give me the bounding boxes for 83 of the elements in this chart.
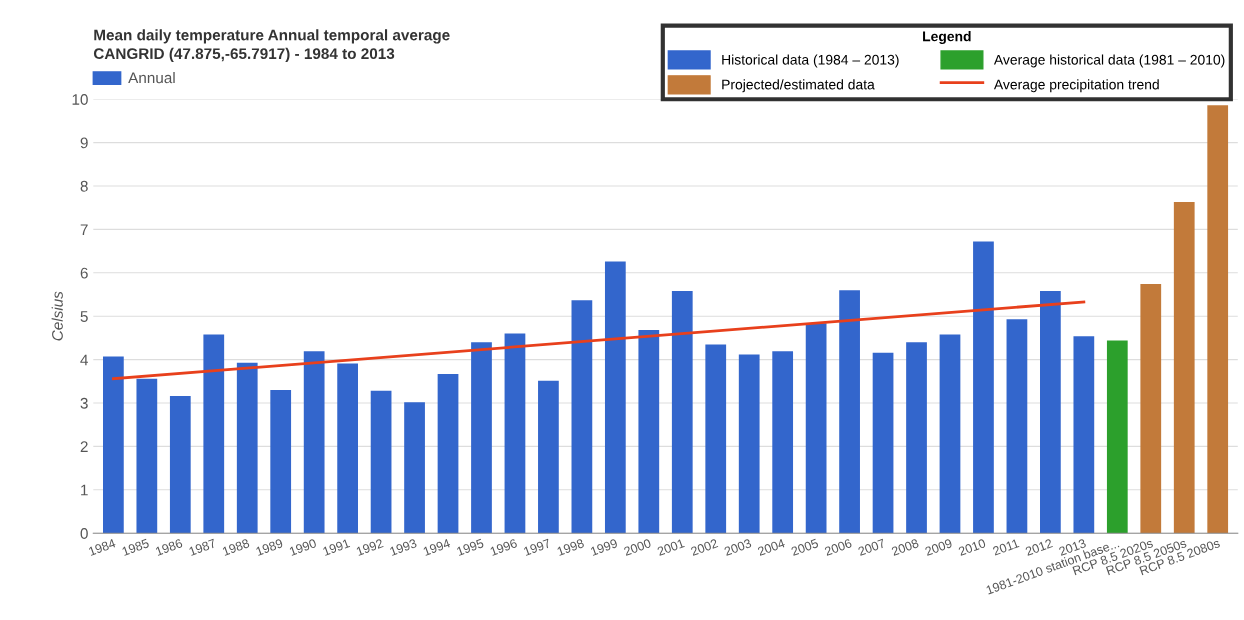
bar [236,362,258,534]
bar [1140,284,1162,534]
legend-label: Average historical data (1981 – 2010) [993,54,1225,68]
bar [404,402,425,534]
bar [169,396,191,534]
x-tick-label: 1999 [590,538,618,556]
x-tick-label: 1996 [489,538,518,556]
bar [538,380,559,534]
x-tick-label: 2012 [1024,538,1053,556]
bar [738,354,760,534]
bar [705,344,727,534]
bar [872,352,894,534]
x-tick-label: 2009 [924,538,953,556]
x-tick-label: 2006 [824,538,853,556]
y-tick-label: 4 [80,354,88,366]
x-tick-label: 1995 [456,538,485,556]
chart-title: Mean daily temperature Annual temporal average [94,29,450,44]
x-tick-label: 1993 [389,538,418,556]
y-tick-label: 9 [80,137,88,149]
y-tick-label: 3 [80,397,88,409]
bar [1106,340,1128,534]
bar [303,351,325,534]
bar [839,290,860,534]
x-tick-label: 1991 [322,538,351,556]
legend-label: Projected/estimated data [722,79,875,93]
y-axis-title: Celsius [51,291,63,341]
chart-subtitle: CANGRID (47.875,-65.7917) - 1984 to 2013 [93,47,395,63]
x-tick-label: 1990 [289,538,317,556]
bar [337,363,358,534]
x-tick-label: 2002 [690,538,719,556]
x-tick-label: 2007 [857,538,886,556]
bar [1173,202,1195,534]
x-tick-label: 1997 [523,538,551,556]
bar [772,351,794,534]
x-tick-label: 1984 [88,538,117,556]
bar [638,330,660,534]
x-tick-label: 2010 [958,538,987,556]
x-tick-label: 2003 [723,538,752,556]
x-tick-label: 2004 [757,538,786,556]
bar [1073,336,1095,534]
x-tick-label: 2001 [656,538,685,556]
bar [203,334,225,534]
legend-label: Average precipitation trend [993,79,1159,93]
text: Annual [128,72,175,84]
y-tick-label: 6 [80,267,88,279]
bar [136,378,158,534]
y-tick-label: 2 [80,441,88,452]
x-tick-label: 1998 [556,538,585,556]
bar [103,356,124,534]
y-tick-label: 8 [80,180,88,192]
legend-label: Historical data (1984 – 2013) [722,54,899,68]
bar [270,389,292,534]
legend-title: Legend [923,31,971,45]
bar [370,390,392,534]
y-tick-label: 1 [81,484,88,496]
bar [604,261,626,534]
x-tick-label: 2008 [891,538,920,556]
x-tick-label: 2011 [992,538,1020,556]
x-tick-label: 1987 [188,538,217,556]
x-tick-label: 1992 [355,538,384,556]
x-tick-label: 1994 [422,538,451,556]
y-tick-label: 10 [72,94,88,105]
bar [571,300,593,534]
bar [805,323,827,534]
bar [906,342,927,534]
x-tick-label: 2005 [790,538,819,556]
x-tick-label: 2000 [623,538,652,556]
bar [471,342,492,534]
x-tick-label: 1986 [155,538,183,556]
y-tick-label: 5 [80,311,88,322]
y-tick-label: 7 [80,224,88,235]
y-tick-label: 0 [80,528,88,539]
bar [939,334,961,534]
bar [1040,291,1061,534]
x-tick-label: 1988 [222,538,250,556]
bar [504,333,526,534]
bar [437,373,459,534]
x-tick-label: 1989 [255,538,284,556]
bar [973,241,994,534]
bar [1006,319,1028,534]
bar [1207,105,1229,534]
x-tick-label: 1985 [121,538,150,556]
bar [671,291,693,534]
